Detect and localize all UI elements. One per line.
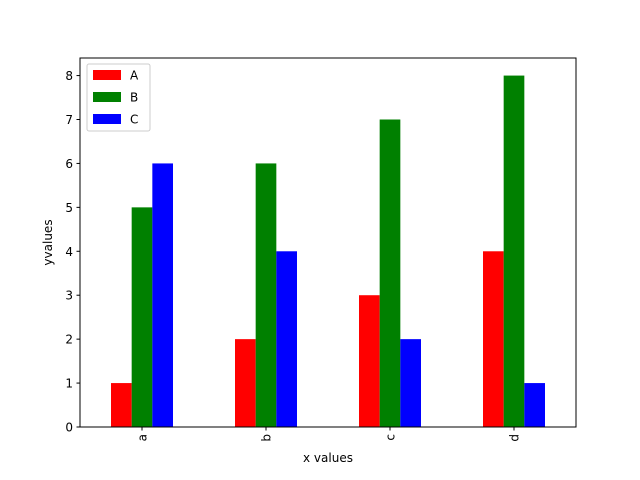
y-tick-label: 6 xyxy=(65,157,73,171)
x-axis-label: x values xyxy=(303,451,353,465)
y-tick-label: 7 xyxy=(65,113,73,127)
bar-C-d xyxy=(524,383,545,427)
bar-B-b xyxy=(255,163,277,427)
bar-A-c xyxy=(359,295,380,427)
bar-A-b xyxy=(235,339,256,427)
bar-A-a xyxy=(111,383,132,427)
bar-B-d xyxy=(503,75,525,428)
y-tick-label: 2 xyxy=(65,333,73,347)
legend-swatch-C xyxy=(93,114,121,124)
y-axis: 0 1 2 3 4 5 6 7 8 xyxy=(65,69,80,435)
legend-label-A: A xyxy=(130,69,139,83)
y-axis-label: yvalues xyxy=(41,219,55,265)
bar-B-c xyxy=(379,119,401,427)
x-axis: a b c d xyxy=(136,427,522,442)
x-tick-label: d xyxy=(508,434,522,442)
y-tick-label: 5 xyxy=(65,201,73,215)
plot-frame xyxy=(79,57,577,428)
y-tick-label: 8 xyxy=(65,69,73,83)
y-tick-label: 4 xyxy=(65,245,73,259)
bar-C-c xyxy=(400,339,421,427)
y-tick-label: 3 xyxy=(65,289,73,303)
legend-label-C: C xyxy=(130,113,138,127)
x-tick-label: c xyxy=(384,434,398,441)
bar-B-a xyxy=(131,207,153,427)
x-tick-label: b xyxy=(260,434,274,442)
bars-layer xyxy=(111,75,545,428)
legend-swatch-B xyxy=(93,92,121,102)
x-tick-label: a xyxy=(136,434,150,441)
legend-swatch-A xyxy=(93,70,121,80)
bar-A-d xyxy=(483,251,504,427)
legend: ABC xyxy=(86,63,151,132)
y-tick-label: 0 xyxy=(65,421,73,435)
legend-label-B: B xyxy=(130,91,138,105)
y-tick-label: 1 xyxy=(65,377,73,391)
bar-C-a xyxy=(152,163,173,427)
bar-C-b xyxy=(276,251,297,427)
